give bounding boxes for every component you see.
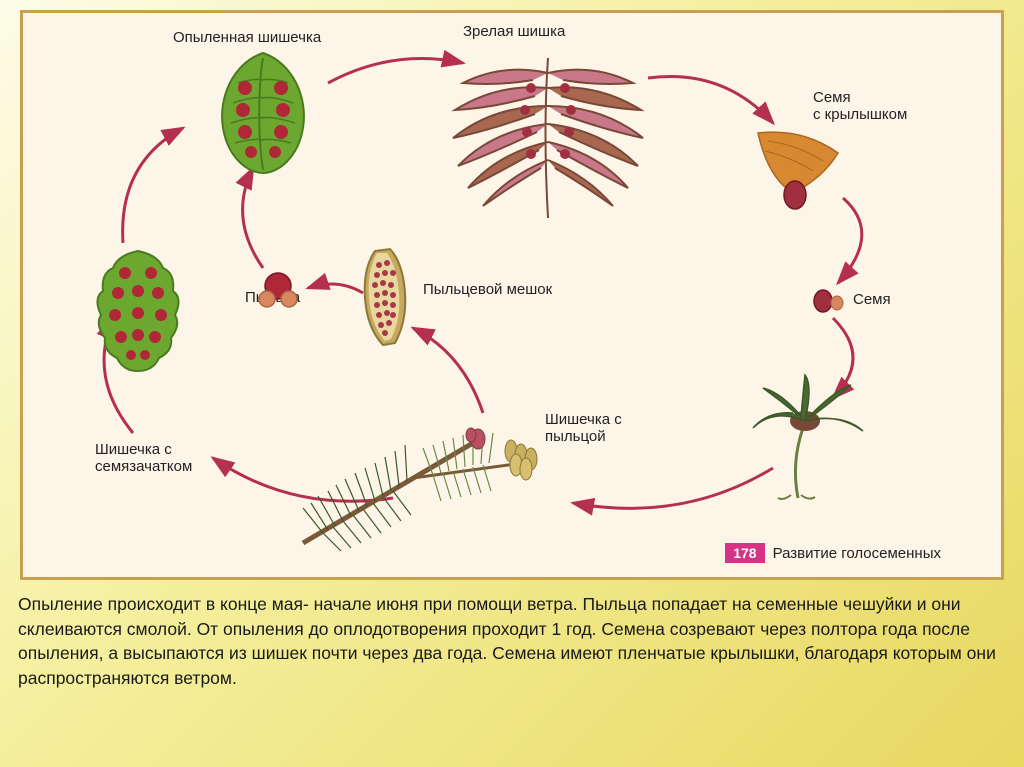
stage-cone-ovule: [83, 243, 193, 378]
stage-pollen: [253, 271, 303, 311]
stage-mature-cone: [443, 38, 653, 228]
arrow-inner-3: [223, 163, 283, 273]
label-pollen-sac: Пыльцевой мешок: [423, 281, 552, 298]
figure-badge: 178 Развитие голосеменных: [725, 543, 941, 563]
diagram-container: Опыленная шишечка Зрелая шишка Семя с кр…: [20, 10, 1004, 580]
stage-seed: [811, 288, 847, 314]
label-winged-seed: Семя с крылышком: [813, 89, 907, 123]
stage-pollen-sac: [355, 243, 420, 353]
arrow-outer-8: [113, 123, 203, 253]
stage-pollinated-cone: [203, 48, 323, 178]
label-cone-ovule: Шишечка с семязачатком: [95, 441, 192, 475]
stage-winged-seed: [743, 123, 853, 213]
figure-number: 178: [725, 543, 764, 563]
figure-title: Развитие голосеменных: [773, 545, 941, 562]
label-pollinated-cone: Опыленная шишечка: [173, 29, 321, 46]
stage-seedling: [743, 373, 873, 503]
caption-text: Опыление происходит в конце мая- начале …: [18, 592, 1008, 690]
label-seed: Семя: [853, 291, 891, 308]
stage-pine-branch: [293, 393, 573, 553]
